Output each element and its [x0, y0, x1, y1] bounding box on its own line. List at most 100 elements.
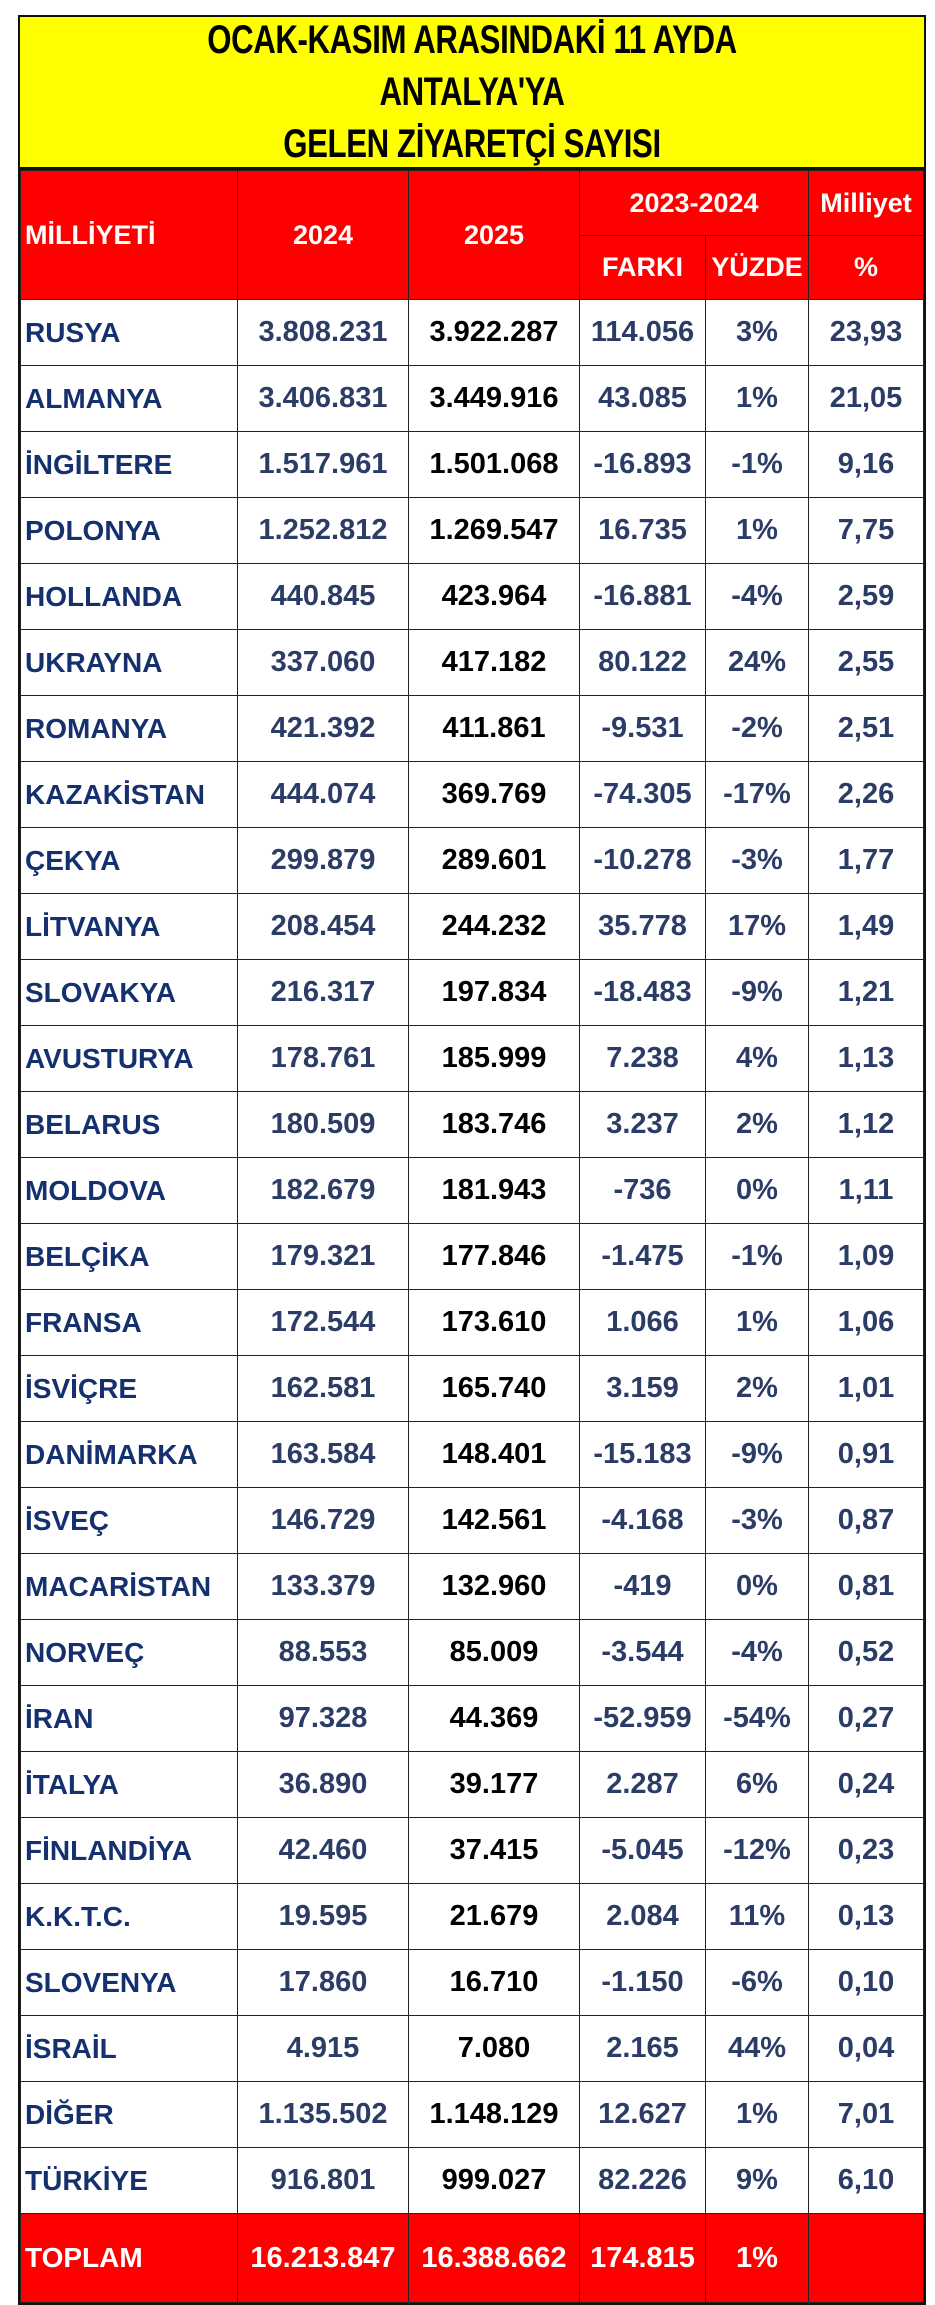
cell-pct: 9% — [705, 2147, 809, 2214]
cell-y2025: 7.080 — [408, 2015, 580, 2082]
cell-name: ROMANYA — [20, 695, 238, 762]
cell-share: 0,91 — [808, 1421, 924, 1488]
title-line-2: GELEN ZİYARETÇİ SAYISI — [283, 122, 661, 166]
cell-name: İRAN — [20, 1685, 238, 1752]
cell-pct: 1% — [705, 365, 809, 432]
header-diff: FARKI — [579, 235, 706, 300]
cell-pct: -3% — [705, 1487, 809, 1554]
cell-pct: 24% — [705, 629, 809, 696]
cell-y2025: 132.960 — [408, 1553, 580, 1620]
cell-y2024: 88.553 — [237, 1619, 409, 1686]
cell-name: POLONYA — [20, 497, 238, 564]
cell-name: BELÇİKA — [20, 1223, 238, 1290]
header-nationality: MİLLİYETİ — [20, 170, 238, 300]
cell-diff: 2.287 — [579, 1751, 706, 1818]
cell-share: 23,93 — [808, 299, 924, 366]
cell-name: LİTVANYA — [20, 893, 238, 960]
cell-pct: -54% — [705, 1685, 809, 1752]
cell-y2025: 142.561 — [408, 1487, 580, 1554]
cell-share: 6,10 — [808, 2147, 924, 2214]
cell-y2025: 3.449.916 — [408, 365, 580, 432]
table-row: UKRAYNA 337.060 417.182 80.122 24% 2,55 — [20, 629, 924, 696]
total-row: TOPLAM 16.213.847 16.388.662 174.815 1% — [20, 2213, 924, 2303]
table-row: DANİMARKA 163.584 148.401 -15.183 -9% 0,91 — [20, 1421, 924, 1488]
cell-diff: -9.531 — [579, 695, 706, 762]
cell-y2025: 1.269.547 — [408, 497, 580, 564]
cell-pct: -12% — [705, 1817, 809, 1884]
cell-share: 1,09 — [808, 1223, 924, 1290]
cell-y2025: 181.943 — [408, 1157, 580, 1224]
cell-diff: -736 — [579, 1157, 706, 1224]
cell-pct: -17% — [705, 761, 809, 828]
cell-y2024: 337.060 — [237, 629, 409, 696]
table-row: FRANSA 172.544 173.610 1.066 1% 1,06 — [20, 1289, 924, 1356]
cell-y2025: 177.846 — [408, 1223, 580, 1290]
cell-pct: 2% — [705, 1355, 809, 1422]
cell-share: 7,75 — [808, 497, 924, 564]
cell-diff: -74.305 — [579, 761, 706, 828]
cell-y2025: 21.679 — [408, 1883, 580, 1950]
cell-share: 1,13 — [808, 1025, 924, 1092]
cell-diff: 3.159 — [579, 1355, 706, 1422]
table-row: MACARİSTAN 133.379 132.960 -419 0% 0,81 — [20, 1553, 924, 1620]
cell-pct: 2% — [705, 1091, 809, 1158]
cell-diff: 16.735 — [579, 497, 706, 564]
cell-y2025: 183.746 — [408, 1091, 580, 1158]
table-row: İTALYA 36.890 39.177 2.287 6% 0,24 — [20, 1751, 924, 1818]
table-row: BELÇİKA 179.321 177.846 -1.475 -1% 1,09 — [20, 1223, 924, 1290]
visitor-table: MİLLİYETİ 2024 2025 2023-2024 Milliyet F… — [20, 170, 924, 2303]
cell-name: TÜRKİYE — [20, 2147, 238, 2214]
title-line-1: OCAK-KASIM ARASINDAKİ 11 AYDA ANTALYA'YA — [207, 18, 737, 114]
cell-y2024: 19.595 — [237, 1883, 409, 1950]
cell-diff: -15.183 — [579, 1421, 706, 1488]
cell-y2024: 17.860 — [237, 1949, 409, 2016]
cell-y2024: 3.406.831 — [237, 365, 409, 432]
cell-diff: 80.122 — [579, 629, 706, 696]
cell-name: NORVEÇ — [20, 1619, 238, 1686]
cell-diff: -52.959 — [579, 1685, 706, 1752]
table-row: İNGİLTERE 1.517.961 1.501.068 -16.893 -1% 9,1… — [20, 431, 924, 498]
cell-name: FİNLANDİYA — [20, 1817, 238, 1884]
cell-diff: -5.045 — [579, 1817, 706, 1884]
cell-y2024: 178.761 — [237, 1025, 409, 1092]
cell-share: 7,01 — [808, 2081, 924, 2148]
cell-y2024: 163.584 — [237, 1421, 409, 1488]
table-row: BELARUS 180.509 183.746 3.237 2% 1,12 — [20, 1091, 924, 1158]
cell-share: 0,27 — [808, 1685, 924, 1752]
cell-share: 0,87 — [808, 1487, 924, 1554]
cell-y2025: 423.964 — [408, 563, 580, 630]
cell-share: 0,13 — [808, 1883, 924, 1950]
table-title: OCAK-KASIM ARASINDAKİ 11 AYDA ANTALYA'YA… — [20, 17, 924, 170]
cell-diff: 12.627 — [579, 2081, 706, 2148]
cell-y2025: 148.401 — [408, 1421, 580, 1488]
cell-pct: -4% — [705, 563, 809, 630]
header-2024: 2024 — [237, 170, 409, 300]
cell-pct: -3% — [705, 827, 809, 894]
cell-diff: -419 — [579, 1553, 706, 1620]
cell-y2024: 182.679 — [237, 1157, 409, 1224]
table-row: İSVEÇ 146.729 142.561 -4.168 -3% 0,87 — [20, 1487, 924, 1554]
table-row: SLOVENYA 17.860 16.710 -1.150 -6% 0,10 — [20, 1949, 924, 2016]
table-row: FİNLANDİYA 42.460 37.415 -5.045 -12% 0,23 — [20, 1817, 924, 1884]
cell-diff: 2.165 — [579, 2015, 706, 2082]
cell-name: İSVİÇRE — [20, 1355, 238, 1422]
cell-share: 0,81 — [808, 1553, 924, 1620]
cell-share: 1,77 — [808, 827, 924, 894]
cell-pct: -4% — [705, 1619, 809, 1686]
cell-name: HOLLANDA — [20, 563, 238, 630]
cell-name: İSVEÇ — [20, 1487, 238, 1554]
cell-pct: 3% — [705, 299, 809, 366]
cell-diff: -1.150 — [579, 1949, 706, 2016]
cell-share: 1,12 — [808, 1091, 924, 1158]
cell-diff: 35.778 — [579, 893, 706, 960]
cell-name: FRANSA — [20, 1289, 238, 1356]
cell-share: 1,06 — [808, 1289, 924, 1356]
cell-name: MOLDOVA — [20, 1157, 238, 1224]
cell-y2024: 179.321 — [237, 1223, 409, 1290]
cell-y2024: 4.915 — [237, 2015, 409, 2082]
cell-y2024: 1.517.961 — [237, 431, 409, 498]
cell-share: 21,05 — [808, 365, 924, 432]
cell-pct: 17% — [705, 893, 809, 960]
cell-share: 2,51 — [808, 695, 924, 762]
cell-pct: 6% — [705, 1751, 809, 1818]
